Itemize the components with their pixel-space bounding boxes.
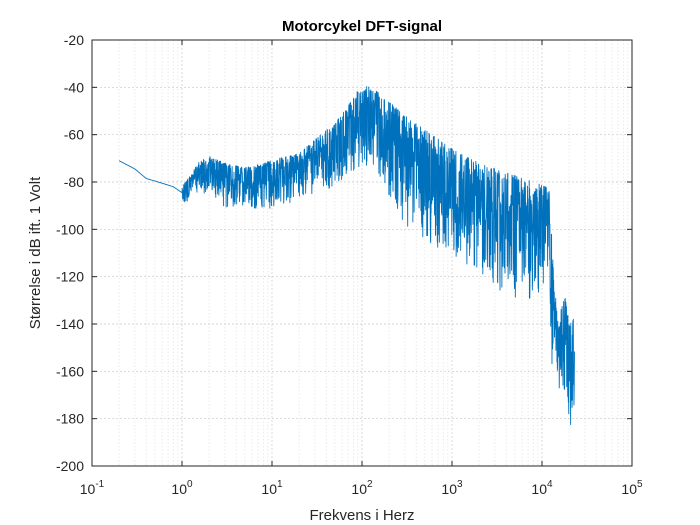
series-line	[118, 86, 576, 425]
y-tick-labels: -20 -40 -60 -80 -100 -120 -140 -160 -180 -200	[56, 32, 84, 474]
x-tick-label: 101	[261, 479, 283, 497]
x-tick-label: 102	[351, 479, 373, 497]
y-tick-label: -120	[56, 269, 84, 285]
axis-ticks	[91, 39, 633, 467]
y-tick-label: -20	[64, 32, 84, 48]
data-series	[118, 86, 576, 425]
x-tick-label: 103	[441, 479, 463, 497]
y-tick-label: -100	[56, 221, 84, 237]
y-tick-label: -80	[64, 174, 84, 190]
y-axis-label: Størrelse i dB ift. 1 Volt	[27, 176, 44, 329]
x-tick-label: 100	[171, 479, 193, 497]
x-axis-label: Frekvens i Herz	[309, 507, 414, 524]
y-tick-label: -140	[56, 316, 84, 332]
y-tick-label: -180	[56, 411, 84, 427]
x-tick-label: 10-1	[80, 479, 105, 497]
y-tick-label: -160	[56, 363, 84, 379]
y-tick-label: -200	[56, 458, 84, 474]
y-tick-label: -40	[64, 79, 84, 95]
chart-title: Motorcykel DFT-signal	[282, 18, 442, 35]
x-tick-label: 104	[531, 479, 553, 497]
grid	[91, 39, 633, 467]
x-tick-labels: 10-1 100 101 102 103 104 105	[80, 479, 643, 497]
x-tick-label: 105	[621, 479, 643, 497]
y-tick-label: -60	[64, 127, 84, 143]
